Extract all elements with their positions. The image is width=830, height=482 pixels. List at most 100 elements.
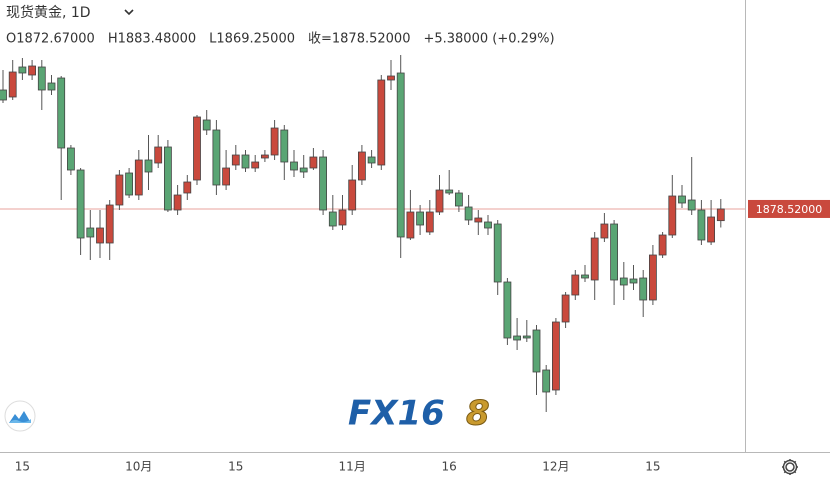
- x-tick-label: 10月: [125, 460, 152, 474]
- candle-body: [125, 172, 133, 196]
- candle-body: [513, 335, 521, 341]
- ohlc-value: +5.38000 (+0.29%): [423, 32, 554, 47]
- ohlc-value: 收=1878.52000: [308, 32, 410, 47]
- candle-body: [299, 167, 308, 173]
- candle-body: [658, 234, 667, 256]
- candle-body: [163, 146, 172, 211]
- watermark: FX16 8: [348, 393, 490, 434]
- candle-body: [581, 274, 589, 279]
- candle-body: [542, 369, 551, 393]
- x-tick-label: 15: [228, 460, 243, 474]
- candle-body: [154, 146, 163, 164]
- candle-body: [47, 82, 56, 91]
- candle-body: [134, 159, 143, 196]
- last-price-label: 1878.52000: [756, 203, 822, 216]
- candle-body: [571, 274, 580, 296]
- candle-body: [629, 278, 638, 284]
- candle-body: [270, 127, 279, 156]
- candle-body: [76, 169, 85, 239]
- last-price-badge: [748, 199, 830, 218]
- candle-body: [464, 206, 473, 221]
- candle-body: [357, 151, 366, 181]
- x-tick-label: 15: [15, 460, 30, 474]
- candle-body: [532, 329, 541, 373]
- candle-body: [678, 195, 686, 204]
- chart-title: 现货黄金, 1D: [6, 4, 91, 21]
- watermark-text: 8: [466, 394, 490, 434]
- candle-body: [18, 66, 27, 74]
- candle-body: [493, 223, 502, 283]
- ohlc-header: O1872.67000 H1883.48000 L1869.25000 收=1878.…: [6, 32, 555, 47]
- ohlc-value: O1872.67000: [6, 32, 95, 47]
- candle-body: [96, 227, 104, 244]
- candle-body: [241, 154, 250, 169]
- candle-body: [86, 227, 95, 238]
- candle-body: [425, 211, 434, 233]
- candle-body: [0, 89, 7, 101]
- candle-body: [435, 189, 444, 213]
- candle-body: [367, 156, 376, 164]
- ohlc-value: H1883.48000: [108, 32, 196, 47]
- candle-body: [37, 66, 46, 91]
- candle-body: [57, 77, 66, 149]
- candle-body: [280, 129, 289, 163]
- candle-body: [668, 195, 677, 236]
- candle-body: [348, 179, 357, 211]
- plot-area: [0, 55, 745, 412]
- candle-body: [377, 79, 386, 166]
- ohlc-value: L1869.25000: [209, 32, 295, 47]
- x-tick-label: 11月: [339, 460, 366, 474]
- candle-body: [260, 154, 269, 159]
- candle-body: [454, 192, 463, 207]
- candle-body: [387, 75, 395, 81]
- candle-body: [639, 277, 648, 301]
- candle-body: [105, 204, 114, 244]
- candle-body: [67, 147, 75, 171]
- candle-body: [396, 72, 405, 238]
- candle-body: [212, 129, 221, 186]
- candle-body: [561, 294, 570, 323]
- settings-icon[interactable]: [782, 459, 798, 475]
- candle-body: [28, 65, 37, 76]
- candle-body: [222, 167, 231, 186]
- candle-body: [144, 159, 153, 173]
- candle-body: [338, 209, 347, 226]
- candle-body: [193, 116, 201, 181]
- candle-body: [716, 208, 725, 222]
- candle-body: [649, 254, 657, 301]
- candle-body: [183, 181, 192, 194]
- candle-body: [590, 237, 599, 281]
- candle-body: [319, 156, 328, 211]
- x-tick-label: 16: [442, 460, 457, 474]
- candle-body: [552, 321, 560, 391]
- candle-body: [328, 211, 337, 227]
- candle-body: [309, 156, 318, 169]
- x-tick-label: 15: [645, 460, 660, 474]
- candle-body: [503, 281, 512, 339]
- x-tick-label: 12月: [542, 460, 569, 474]
- candle-body: [445, 189, 454, 194]
- candle-body: [290, 161, 298, 171]
- candle-body: [610, 223, 618, 281]
- interval-chevron[interactable]: [124, 9, 134, 16]
- candle-body: [173, 194, 182, 211]
- candle-body: [416, 211, 425, 226]
- candle-body: [522, 335, 531, 339]
- candle-body: [697, 209, 706, 241]
- candle-body: [687, 199, 696, 211]
- candle-body: [115, 174, 124, 206]
- watermark-text: FX16: [348, 394, 445, 434]
- candle-body: [600, 223, 609, 239]
- candle-body: [8, 71, 17, 98]
- candle-body: [707, 216, 715, 243]
- candle-body: [231, 154, 240, 166]
- candle-body: [474, 217, 483, 223]
- candle-body: [251, 161, 260, 169]
- candle-body: [202, 119, 211, 131]
- candle-body: [484, 221, 492, 229]
- logo-icon[interactable]: [4, 400, 36, 432]
- candle-body: [619, 277, 628, 286]
- candle-body: [406, 211, 415, 239]
